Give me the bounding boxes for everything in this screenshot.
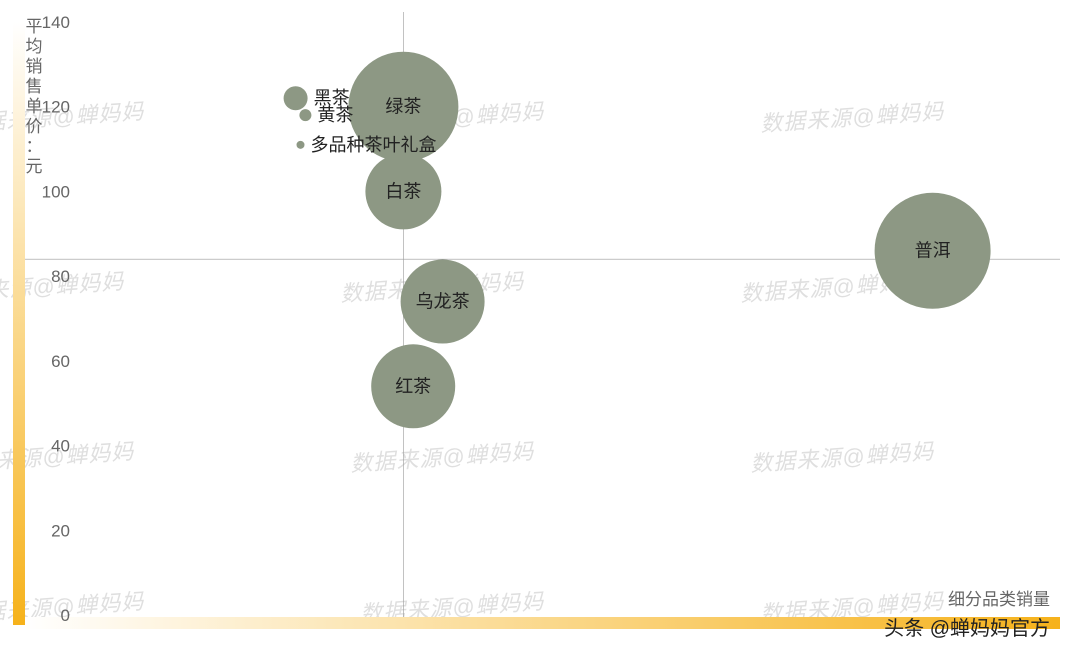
bubble-黄茶 bbox=[299, 109, 311, 121]
y-axis-title-char: 单 bbox=[26, 97, 43, 116]
bubble-label: 红茶 bbox=[395, 376, 431, 396]
bubble-label: 多品种茶叶礼盒 bbox=[311, 135, 437, 155]
bubble-label: 白茶 bbox=[385, 181, 421, 201]
bubble-chart: 0 20 40 60 80 100 120 140平均销售单价：元细分品类销量 绿茶白茶乌龙茶红… bbox=[0, 0, 1080, 649]
y-tick-label: 120 bbox=[42, 98, 70, 117]
y-tick-label: 40 bbox=[51, 437, 70, 456]
bubble-label: 黄茶 bbox=[317, 105, 353, 125]
bubble-label: 绿茶 bbox=[385, 97, 421, 117]
y-tick-label: 100 bbox=[42, 182, 70, 201]
y-axis-title-char: 平 bbox=[26, 17, 43, 36]
y-tick-label: 140 bbox=[42, 13, 70, 32]
bubble-多品种茶叶礼盒 bbox=[297, 141, 305, 149]
attribution-text: 头条 @蝉妈妈官方 bbox=[884, 612, 1050, 641]
y-axis-title-char: 元 bbox=[26, 157, 43, 176]
y-tick-label: 60 bbox=[51, 352, 70, 371]
y-axis-title-char: ： bbox=[26, 137, 43, 156]
y-axis-title-char: 售 bbox=[26, 77, 43, 96]
y-tick-label: 0 bbox=[61, 606, 70, 625]
y-axis-title-char: 价 bbox=[26, 117, 43, 136]
bubble-label: 普洱 bbox=[915, 241, 951, 261]
y-tick-label: 20 bbox=[51, 521, 70, 540]
y-tick-label: 80 bbox=[51, 267, 70, 286]
bubble-label: 乌龙茶 bbox=[416, 292, 470, 312]
y-axis-title-char: 均 bbox=[26, 37, 43, 56]
bubble-黑茶 bbox=[284, 86, 308, 110]
x-axis-title: 细分品类销量 bbox=[948, 590, 1050, 609]
y-axis-title-char: 销 bbox=[26, 57, 43, 76]
y-axis-band bbox=[13, 22, 25, 625]
